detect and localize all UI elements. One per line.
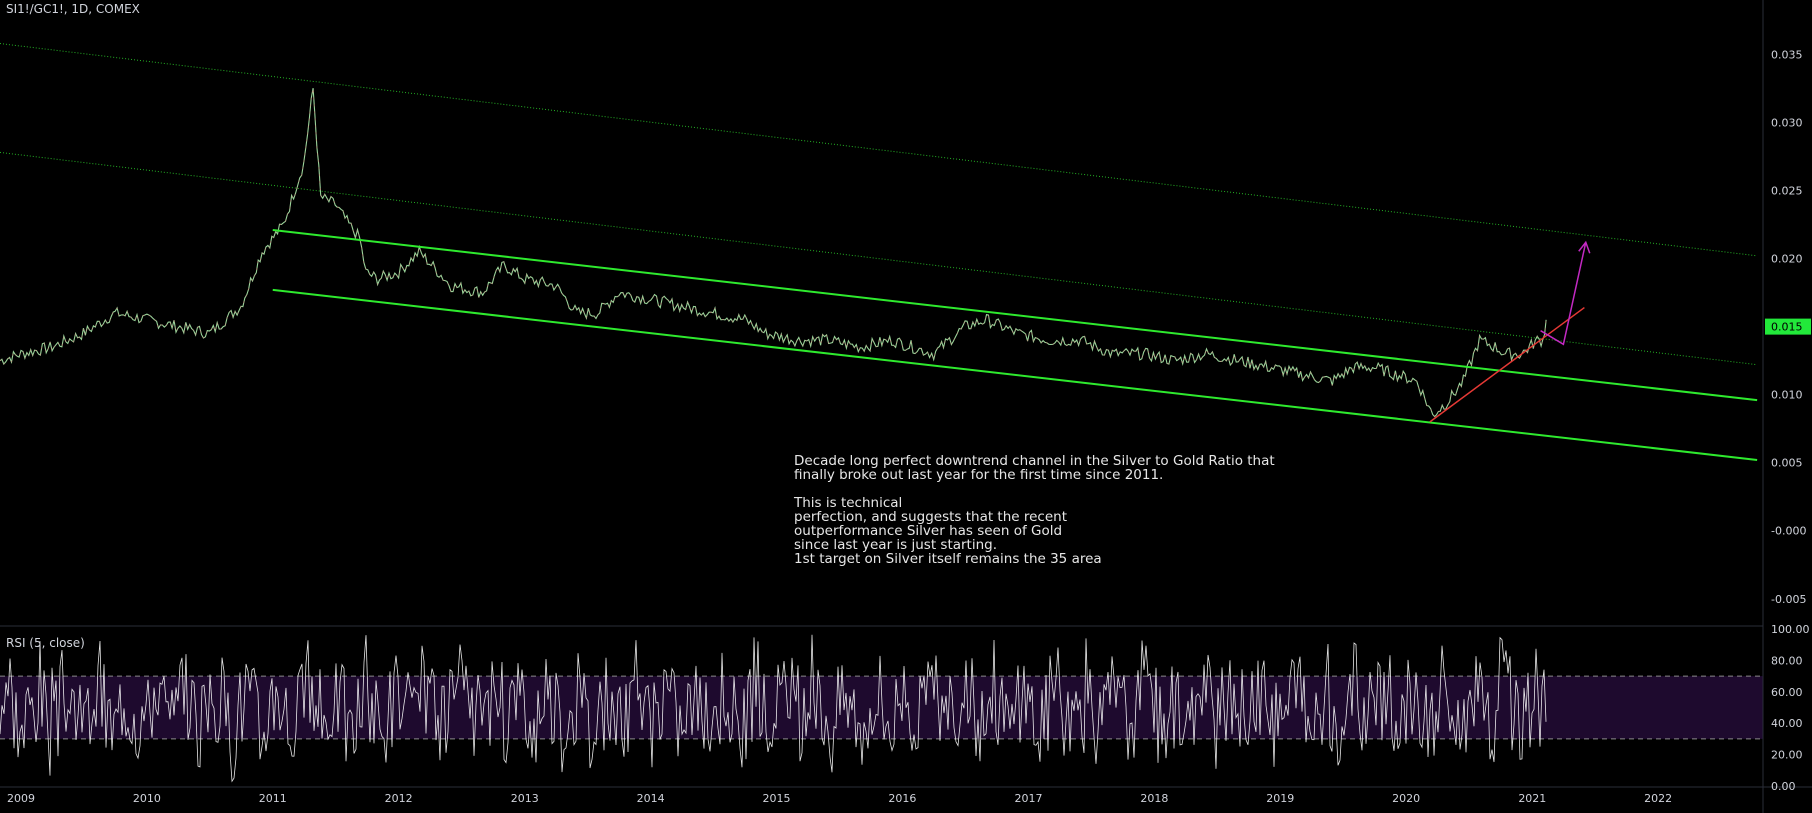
- time-tick-label: 2017: [1015, 792, 1043, 805]
- last-price-label: 0.015: [1771, 321, 1803, 334]
- time-tick-label: 2012: [385, 792, 413, 805]
- rsi-panel: [0, 635, 1763, 782]
- symbol-title: SI1!/GC1!, 1D, COMEX: [6, 2, 140, 16]
- time-tick-label: 2014: [637, 792, 665, 805]
- time-tick-label: 2010: [133, 792, 161, 805]
- price-tick-label: 0.020: [1771, 253, 1803, 266]
- time-tick-label: 2019: [1266, 792, 1294, 805]
- outer-channel-middle-line: [0, 152, 1757, 364]
- rsi-tick-label: 0.00: [1771, 780, 1796, 793]
- price-tick-label: 0.025: [1771, 185, 1803, 198]
- rsi-tick-label: 100.00: [1771, 623, 1810, 636]
- time-tick-label: 2009: [7, 792, 35, 805]
- time-tick-label: 2022: [1644, 792, 1672, 805]
- price-tick-label: -0.000: [1771, 525, 1806, 538]
- rsi-label: RSI (5, close): [6, 636, 85, 650]
- chart-annotation: Decade long perfect downtrend channel in…: [794, 454, 1275, 566]
- time-tick-label: 2015: [763, 792, 791, 805]
- outer-channel-upper-line: [0, 44, 1757, 256]
- time-tick-label: 2020: [1392, 792, 1420, 805]
- price-tick-label: 0.030: [1771, 116, 1803, 129]
- rsi-tick-label: 60.00: [1771, 686, 1803, 699]
- time-tick-label: 2011: [259, 792, 287, 805]
- price-tick-label: 0.010: [1771, 389, 1803, 402]
- rsi-tick-label: 20.00: [1771, 749, 1803, 762]
- rsi-tick-label: 40.00: [1771, 717, 1803, 730]
- price-series-line: [0, 88, 1546, 417]
- price-tick-label: 0.005: [1771, 457, 1803, 470]
- time-tick-label: 2021: [1518, 792, 1546, 805]
- price-panel: [0, 44, 1757, 460]
- rsi-tick-label: 80.00: [1771, 654, 1803, 667]
- price-tick-label: -0.005: [1771, 593, 1806, 606]
- time-tick-label: 2013: [511, 792, 539, 805]
- price-series-candles: [0, 88, 1546, 417]
- time-tick-label: 2018: [1140, 792, 1168, 805]
- price-tick-label: 0.035: [1771, 48, 1803, 61]
- time-tick-label: 2016: [888, 792, 916, 805]
- projection-arrow: [1541, 242, 1586, 344]
